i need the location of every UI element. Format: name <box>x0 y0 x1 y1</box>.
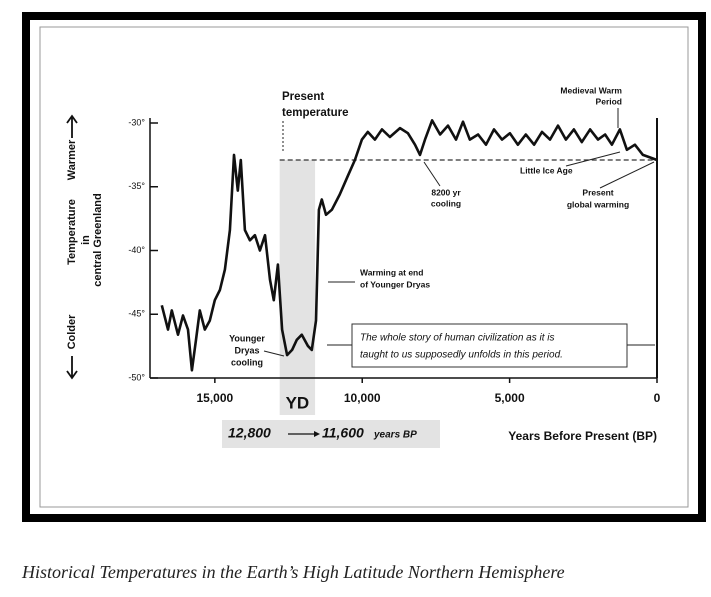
yd-unit: years BP <box>373 430 417 441</box>
annotation: global warming <box>567 199 629 209</box>
annotation-leader <box>263 350 285 357</box>
caption: Historical Temperatures in the Earth’s H… <box>22 562 565 582</box>
y-tick-label: -50° <box>128 372 145 382</box>
annotation: Dryas <box>234 345 259 355</box>
arrow-down <box>66 356 78 380</box>
annotation: Younger <box>229 333 265 343</box>
y-axis-label: central Greenland <box>92 193 104 287</box>
x-tick-label: 15,000 <box>196 391 233 405</box>
y-tick-label: -45° <box>128 309 145 319</box>
yd-end: 11,600 <box>322 425 364 441</box>
annotation: The whole story of human civilization as… <box>360 333 555 344</box>
annotation: of Younger Dryas <box>360 279 430 289</box>
annotation: temperature <box>282 107 348 119</box>
annotation: Medieval Warm <box>560 85 622 95</box>
y-axis-label: in <box>80 235 92 245</box>
temperature-line <box>160 119 658 372</box>
chart: Years Before Present (BP) YD 12,800 11,600… <box>22 12 706 522</box>
yd-arrowhead <box>314 431 320 437</box>
annotation: Present <box>582 187 613 197</box>
annotation: Warming at end <box>360 267 423 277</box>
y-tick-label: -40° <box>128 245 145 255</box>
annotation: cooling <box>431 198 461 208</box>
x-tick-label: 0 <box>654 391 661 405</box>
y-axis-label: Warmer <box>66 139 78 180</box>
x-axis-label: Years Before Present (BP) <box>508 429 657 443</box>
x-tick-label: 10,000 <box>344 391 381 405</box>
inner-frame <box>39 26 689 508</box>
annotation: 8200 yr <box>431 187 461 197</box>
x-tick-label: 5,000 <box>495 391 525 405</box>
yd-range-box <box>222 420 440 448</box>
annotation: Present <box>282 91 324 103</box>
yd-band <box>279 159 316 415</box>
yd-label: YD <box>286 393 310 412</box>
annotation-leader <box>599 161 655 189</box>
annotation-leader <box>423 161 441 187</box>
annotation-leader <box>565 151 621 167</box>
annotation: taught to us supposedly unfolds in this … <box>360 350 563 361</box>
annotation: Period <box>596 96 622 106</box>
y-axis-label: Colder <box>66 314 78 350</box>
civilization-box <box>351 323 628 368</box>
annotation: cooling <box>231 357 263 367</box>
yd-start: 12,800 <box>228 425 271 441</box>
arrow-up <box>66 114 78 138</box>
y-tick-label: -30° <box>128 117 145 127</box>
y-axis-label: Temperature <box>66 199 78 265</box>
y-tick-label: -35° <box>128 181 145 191</box>
annotation: Little Ice Age <box>520 165 573 175</box>
